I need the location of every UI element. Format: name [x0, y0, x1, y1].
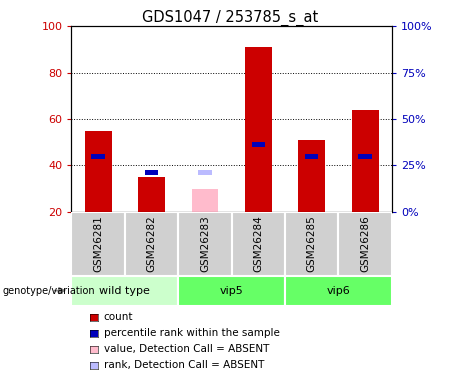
Bar [285, 276, 392, 306]
Text: wild type: wild type [100, 286, 150, 296]
Bar [245, 47, 272, 212]
Text: GSM26285: GSM26285 [307, 215, 317, 272]
Bar [71, 276, 178, 306]
Bar [91, 154, 105, 159]
Text: GSM26282: GSM26282 [147, 215, 157, 272]
Text: GSM26283: GSM26283 [200, 215, 210, 272]
Bar [178, 212, 231, 276]
Bar [285, 212, 338, 276]
Bar [231, 212, 285, 276]
Text: count: count [104, 312, 133, 322]
Bar [178, 276, 285, 306]
Bar [359, 154, 372, 159]
Bar [85, 130, 112, 212]
Text: GSM26281: GSM26281 [93, 215, 103, 272]
Text: GSM26284: GSM26284 [254, 215, 263, 272]
Bar [298, 140, 325, 212]
Bar [138, 177, 165, 212]
Bar [192, 189, 219, 212]
Text: vip5: vip5 [220, 286, 243, 296]
Text: value, Detection Call = ABSENT: value, Detection Call = ABSENT [104, 344, 269, 354]
Text: vip6: vip6 [326, 286, 350, 296]
Text: genotype/variation: genotype/variation [2, 286, 95, 296]
Text: GSM26286: GSM26286 [360, 215, 370, 272]
Bar [71, 212, 125, 276]
Bar [198, 170, 212, 175]
Bar [352, 110, 378, 212]
Bar [305, 154, 319, 159]
Text: percentile rank within the sample: percentile rank within the sample [104, 328, 280, 338]
Bar [338, 212, 392, 276]
Text: rank, Detection Call = ABSENT: rank, Detection Call = ABSENT [104, 360, 264, 370]
Text: GDS1047 / 253785_s_at: GDS1047 / 253785_s_at [142, 9, 319, 26]
Bar [145, 170, 158, 175]
Bar [252, 142, 265, 147]
Bar [125, 212, 178, 276]
